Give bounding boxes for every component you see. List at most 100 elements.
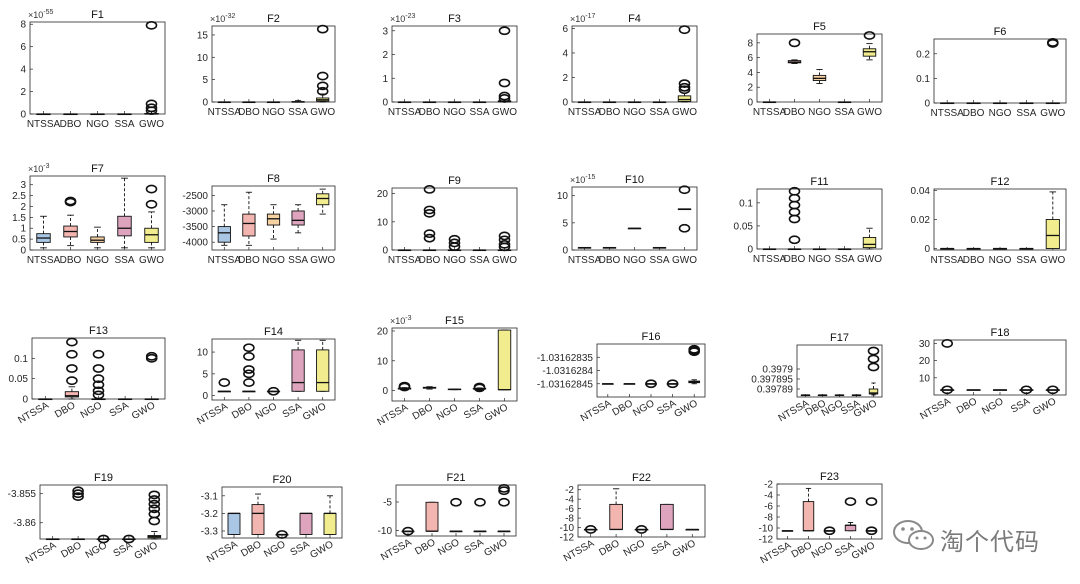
outlier-point (145, 103, 158, 113)
box-dbo (802, 501, 815, 532)
x-tick-label: SSA (650, 538, 673, 558)
outlier-point (498, 26, 511, 36)
box-dbo (425, 501, 439, 532)
x-tick-label: DBO (611, 398, 635, 418)
x-tick-label: DBO (60, 255, 82, 266)
x-tick-label: NTSSA (568, 107, 602, 118)
axes-frame (211, 25, 336, 103)
panel-title: F9 (448, 175, 461, 187)
x-tick-label: NGO (443, 255, 466, 266)
outlier-point (148, 495, 161, 504)
outlier-point (941, 385, 954, 395)
y-tick-label: 20 (377, 189, 389, 200)
x-tick-label: NTSSA (379, 537, 414, 563)
axis-exponent: ×10-15 (570, 174, 596, 185)
y-tick-label: -2 (764, 480, 773, 491)
box-ssa (844, 524, 857, 532)
x-tick-label: NGO (808, 107, 831, 118)
x-tick-label: GWO (139, 255, 164, 266)
watermark: 淘个代码 (892, 518, 1062, 558)
x-tick-label: GWO (672, 107, 697, 118)
x-tick-label: DBO (599, 107, 621, 118)
panel-f7: F7 ×10-3 00.511.522.53 NTSSA DBO NGO SSA GWO (12, 163, 166, 266)
y-tick-label: 0.1 (14, 354, 28, 365)
x-tick-label: DBO (413, 537, 437, 557)
outlier-point (66, 349, 78, 359)
axes-frame (391, 25, 518, 103)
box-gwo (862, 237, 877, 249)
panel-f1: F1 ×10-55 0 2 4 6 8 NTSSA DBO NGO SSA GWO (20, 9, 166, 130)
outlier-point (148, 499, 161, 509)
x-tick-label: DBO (963, 108, 985, 119)
x-tick-label: DBO (60, 119, 82, 130)
x-tick-label: NTSSA (27, 119, 61, 130)
y-tick-label: 20 (377, 326, 389, 337)
y-tick-label: 0 (382, 246, 388, 257)
x-tick-label: DBO (599, 255, 621, 266)
outlier-point (498, 94, 511, 103)
y-tick-label: -10 (378, 526, 393, 537)
outlier-point (66, 364, 78, 373)
panel-title: F23 (820, 471, 839, 483)
x-tick-label: NTSSA (376, 402, 411, 428)
x-tick-label: SSA (1016, 255, 1036, 266)
y-tick-label: 10 (377, 356, 389, 367)
box-dbo (251, 504, 265, 535)
x-tick-label: DBO (963, 255, 985, 266)
outlier-point (243, 369, 255, 379)
y-tick-label: -1.0316284 (542, 366, 593, 377)
outlier-point (498, 231, 511, 241)
box-gwo (868, 388, 879, 395)
y-tick-label: 0.05 (9, 374, 29, 385)
x-tick-label: DBO (238, 255, 260, 266)
y-tick-label: 1 (382, 74, 388, 85)
outlier-point (423, 185, 436, 194)
y-tick-label: 2 (20, 202, 26, 213)
y-tick-label: -3000 (182, 206, 208, 217)
x-tick-label: NGO (79, 400, 104, 421)
x-tick-label: NGO (262, 107, 285, 118)
outlier-point (145, 20, 158, 30)
y-tick-label: 30 (919, 339, 931, 350)
outlier-point (448, 238, 461, 248)
box-gwo (323, 512, 337, 535)
y-tick-label: 0.1 (916, 74, 930, 85)
y-tick-label: 4 (20, 65, 26, 76)
x-tick-label: NTSSA (208, 107, 242, 118)
outlier-point (123, 534, 135, 544)
axes-frame (933, 38, 1067, 104)
outlier-point (92, 374, 105, 384)
panel-title: F5 (813, 21, 826, 33)
x-tick-label: GWO (483, 402, 510, 424)
x-tick-label: NTSSA (208, 255, 242, 266)
outlier-point (865, 526, 878, 536)
y-tick-label: 0.05 (734, 221, 754, 232)
watermark-text: 淘个代码 (940, 528, 1040, 556)
x-tick-label: SSA (108, 400, 131, 420)
y-tick-label: 4 (747, 68, 753, 79)
x-tick-label: GWO (857, 254, 882, 265)
outlier-point (498, 486, 510, 496)
x-tick-label: NGO (808, 254, 831, 265)
outlier-point (316, 81, 329, 91)
wechat-icon (893, 520, 934, 550)
axis-exponent: ×10-3 (390, 315, 412, 326)
x-tick-label: DBO (53, 400, 77, 420)
y-tick-label: 0 (382, 386, 388, 397)
outlier-point (1047, 38, 1059, 47)
y-tick-label: 10 (557, 191, 569, 202)
outlier-point (72, 492, 84, 502)
x-tick-label: NGO (443, 107, 466, 118)
x-tick-label: GWO (301, 401, 328, 423)
outlier-point (267, 386, 280, 396)
box-ssa (299, 512, 313, 535)
panel-title: F16 (642, 331, 661, 343)
y-tick-label: -12 (560, 533, 575, 544)
y-tick-label: -10 (560, 523, 575, 534)
x-tick-label: DBO (419, 255, 441, 266)
x-tick-label: GWO (308, 539, 335, 561)
